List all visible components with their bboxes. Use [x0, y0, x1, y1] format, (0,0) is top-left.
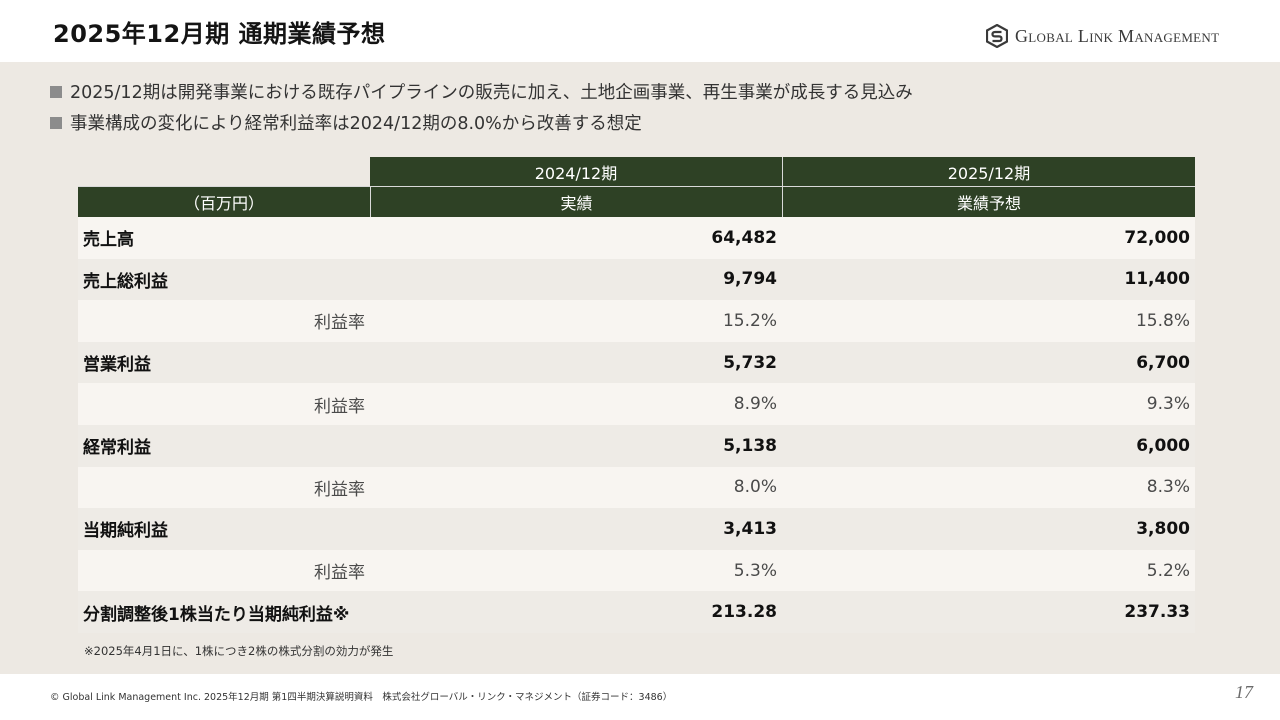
table-row: 利益率 8.9% 9.3%	[78, 383, 1195, 425]
page-number: 17	[1235, 682, 1253, 702]
row-label: 営業利益	[83, 355, 151, 376]
slide-header: 2025年12月期 通期業績予想 Global Link Management	[0, 0, 1280, 62]
value-2024: 5,732	[723, 352, 777, 373]
row-label: 売上総利益	[83, 271, 168, 292]
header-period-2025: 2025/12期	[782, 157, 1195, 186]
square-bullet-icon	[50, 85, 62, 98]
table-header-type-row: （百万円） 実績 業績予想	[78, 186, 1195, 217]
value-2025: 9.3%	[1146, 394, 1190, 415]
value-2025: 6,700	[1136, 352, 1190, 373]
copyright-text: © Global Link Management Inc. 2025年12月期 …	[50, 692, 673, 703]
table-row: 経常利益 5,138 6,000	[78, 424, 1195, 467]
table-row: 売上高 64,482 72,000	[78, 217, 1195, 259]
value-2025: 8.3%	[1146, 477, 1190, 498]
value-2024: 15.2%	[722, 310, 777, 331]
value-2025: 237.33	[1124, 602, 1190, 623]
value-2025: 5.2%	[1146, 560, 1190, 581]
forecast-table: 2024/12期 2025/12期 （百万円） 実績 業績予想 売上高 64,4…	[78, 157, 1195, 633]
square-bullet-icon	[50, 116, 62, 129]
bullet-item: 2025/12期は開発事業における既存パイプラインの販売に加え、土地企画事業、再…	[48, 76, 913, 107]
value-2024: 213.28	[711, 602, 777, 623]
value-2024: 5.3%	[733, 560, 777, 581]
value-2024: 8.0%	[733, 477, 777, 498]
header-period-2024: 2024/12期	[370, 157, 782, 186]
slide-footer: © Global Link Management Inc. 2025年12月期 …	[0, 674, 1280, 720]
company-logo: Global Link Management	[986, 22, 1219, 50]
value-2024: 9,794	[723, 269, 777, 290]
row-label: 当期純利益	[83, 521, 168, 542]
table-row: 利益率 8.0% 8.3%	[78, 466, 1195, 509]
bullet-text: 2025/12期は開発事業における既存パイプラインの販売に加え、土地企画事業、再…	[70, 83, 913, 103]
value-2024: 8.9%	[733, 394, 777, 415]
table-row: 利益率 15.2% 15.8%	[78, 300, 1195, 342]
table-header-period-row: 2024/12期 2025/12期	[78, 157, 1195, 186]
bullet-list: 2025/12期は開発事業における既存パイプラインの販売に加え、土地企画事業、再…	[48, 76, 913, 138]
bullet-item: 事業構成の変化により経常利益率は2024/12期の8.0%から改善する想定	[48, 107, 913, 138]
row-label: 利益率	[314, 563, 365, 584]
table-row: 分割調整後1株当たり当期純利益※ 213.28 237.33	[78, 591, 1195, 633]
value-2024: 3,413	[723, 518, 777, 539]
row-label: 経常利益	[83, 438, 151, 459]
value-2024: 64,482	[711, 227, 777, 248]
row-label: 利益率	[314, 313, 365, 334]
page-title: 2025年12月期 通期業績予想	[53, 20, 386, 48]
value-2024: 5,138	[723, 435, 777, 456]
row-label: 利益率	[314, 479, 365, 500]
value-2025: 3,800	[1136, 518, 1190, 539]
value-2025: 15.8%	[1135, 310, 1190, 331]
logo-mark-icon	[986, 24, 1008, 48]
logo-text: Global Link Management	[1015, 25, 1220, 46]
footnote: ※2025年4月1日に、1株につき2株の株式分割の効力が発生	[84, 644, 394, 658]
value-2025: 11,400	[1124, 269, 1190, 290]
table-row: 営業利益 5,732 6,700	[78, 341, 1195, 384]
value-2025: 72,000	[1124, 227, 1190, 248]
header-type-actual: 実績	[370, 187, 782, 217]
table-row: 売上総利益 9,794 11,400	[78, 258, 1195, 301]
table-row: 利益率 5.3% 5.2%	[78, 549, 1195, 592]
bullet-text: 事業構成の変化により経常利益率は2024/12期の8.0%から改善する想定	[70, 114, 642, 134]
row-label: 分割調整後1株当たり当期純利益※	[83, 604, 350, 625]
header-unit-label: （百万円）	[183, 194, 264, 213]
row-label: 利益率	[314, 396, 365, 417]
value-2025: 6,000	[1136, 435, 1190, 456]
header-blank-cell	[78, 157, 370, 186]
row-label: 売上高	[83, 230, 134, 251]
header-type-forecast: 業績予想	[782, 187, 1195, 217]
table-row: 当期純利益 3,413 3,800	[78, 508, 1195, 550]
content-area: 2025/12期は開発事業における既存パイプラインの販売に加え、土地企画事業、再…	[0, 62, 1280, 674]
